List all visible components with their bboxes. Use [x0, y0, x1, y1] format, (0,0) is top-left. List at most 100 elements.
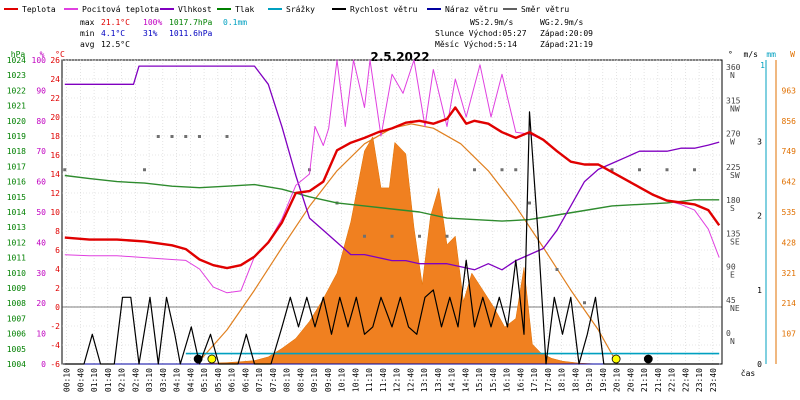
legend-label-vlhkost: Vlhkost — [178, 5, 212, 14]
pressure-tick: 1016 — [7, 178, 26, 187]
humidity-tick: 100 — [32, 56, 47, 65]
humidity-unit: % — [40, 50, 45, 59]
direction-label: S — [730, 204, 735, 213]
wind-direction-mark — [184, 135, 188, 138]
rain-unit: mm — [766, 50, 776, 59]
temp-tick: 18 — [50, 132, 60, 141]
pressure-tick: 1005 — [7, 345, 26, 354]
x-tick: 12:10 — [393, 368, 402, 392]
x-tick: 08:10 — [283, 368, 292, 392]
solar-theory-line — [196, 123, 619, 365]
x-tick: 10:40 — [351, 368, 360, 392]
solar-tick: 107 — [782, 330, 797, 339]
legend-label-teplota: Teplota — [22, 5, 56, 14]
stats-block: max 21.1°C 100% 1017.7hPa 0.1mm min 4.1°… — [80, 18, 247, 49]
svg-text:avg: avg — [80, 40, 95, 49]
humidity-tick: 20 — [36, 299, 46, 308]
legend-label-rychlost: Rychlost větru — [350, 5, 418, 14]
legend-label-tlak: Tlak — [235, 5, 254, 14]
wind-info-block: WS:2.9m/s WG:2.9m/s Slunce Východ:05:27 … — [435, 18, 593, 49]
x-tick: 00:10 — [63, 368, 72, 392]
sunrise-marker — [207, 354, 217, 364]
sun-rise-info: Slunce Východ:05:27 — [435, 29, 527, 38]
x-tick: 01:40 — [104, 368, 113, 392]
temp-tick: 0 — [55, 303, 60, 312]
moonset-marker — [643, 354, 653, 364]
wind-direction-mark — [473, 168, 476, 172]
legend-label-pocitova: Pocitová teplota — [82, 5, 159, 14]
x-tick: 04:10 — [173, 368, 182, 392]
rain-tick: 1 — [760, 61, 765, 70]
solar-tick: 856 — [782, 117, 797, 126]
legend-label-srazky: Srážky — [286, 5, 315, 14]
stat-avg-temp: 12.5°C — [101, 40, 130, 49]
temp-tick: 26 — [50, 56, 60, 65]
stat-min-label: min — [80, 29, 95, 38]
temp-tick: -4 — [50, 341, 60, 350]
wind-direction-mark — [198, 135, 201, 138]
stat-max-press: 1017.7hPa — [169, 18, 213, 27]
pressure-tick: 1011 — [7, 254, 26, 263]
direction-tick: 225 — [726, 163, 741, 172]
stat-max-temp: 21.1°C — [101, 18, 130, 27]
pressure-unit: hPa — [11, 50, 26, 59]
wind-tick: 1 — [757, 286, 762, 295]
solar-tick: 749 — [782, 147, 797, 156]
pressure-tick: 1013 — [7, 223, 26, 232]
wind-direction-mark — [63, 168, 67, 172]
svg-text:31%: 31% — [143, 29, 158, 38]
pressure-line — [64, 174, 720, 222]
wind-direction-mark — [156, 135, 160, 138]
x-tick: 16:40 — [516, 368, 525, 392]
x-tick: 08:40 — [296, 368, 305, 392]
direction-label: E — [730, 271, 735, 280]
moon-set-info: Západ:21:19 — [540, 40, 593, 49]
temp-tick: 6 — [55, 246, 60, 255]
pressure-tick: 1014 — [7, 208, 26, 217]
pressure-tick: 1012 — [7, 238, 26, 247]
x-tick: 07:40 — [269, 368, 278, 392]
temp-tick: 20 — [50, 113, 60, 122]
x-tick: 12:40 — [406, 368, 415, 392]
temperature-line — [64, 106, 721, 270]
direction-label: NW — [730, 104, 740, 113]
solar-tick: 321 — [782, 269, 797, 278]
x-tick: 17:40 — [544, 368, 553, 392]
x-tick: 02:40 — [131, 368, 140, 392]
direction-tick: 135 — [726, 229, 741, 238]
x-axis-label: čas — [741, 368, 756, 378]
temp-tick: 12 — [50, 189, 60, 198]
direction-label: N — [730, 71, 735, 80]
wind-direction-mark — [418, 234, 421, 238]
solar-unit: W — [790, 50, 795, 59]
wind-speed-line — [64, 111, 720, 365]
wind-direction-mark — [445, 234, 449, 238]
x-tick: 19:40 — [599, 368, 608, 392]
x-tick: 02:10 — [118, 368, 127, 392]
x-tick: 11:40 — [379, 368, 388, 392]
wind-direction-mark — [638, 168, 641, 172]
humidity-tick: 10 — [36, 330, 46, 339]
pressure-tick: 1017 — [7, 162, 26, 171]
pressure-tick: 1004 — [7, 360, 26, 369]
pressure-tick: 1010 — [7, 269, 26, 278]
x-tick: 10:10 — [338, 368, 347, 392]
axes: hPa% °C1004100510061007100810091010101110… — [7, 50, 796, 392]
solar-tick: 428 — [782, 238, 797, 247]
x-tick: 13:40 — [434, 368, 443, 392]
direction-tick: 315 — [726, 96, 741, 105]
sun-set-info: Západ:20:09 — [540, 29, 593, 38]
pressure-tick: 1024 — [7, 56, 26, 65]
wind-direction-mark — [583, 301, 586, 305]
pressure-tick: 1023 — [7, 71, 26, 80]
wind-direction-mark — [555, 268, 559, 271]
moon-rise-info: Měsíc Východ:5:14 — [435, 40, 517, 49]
x-tick: 15:40 — [489, 368, 498, 392]
humidity-tick: 40 — [36, 238, 46, 247]
x-tick: 05:40 — [214, 368, 223, 392]
x-tick: 18:10 — [558, 368, 567, 392]
direction-label: W — [730, 138, 735, 147]
direction-tick: 270 — [726, 130, 741, 139]
direction-label: SE — [730, 237, 740, 246]
